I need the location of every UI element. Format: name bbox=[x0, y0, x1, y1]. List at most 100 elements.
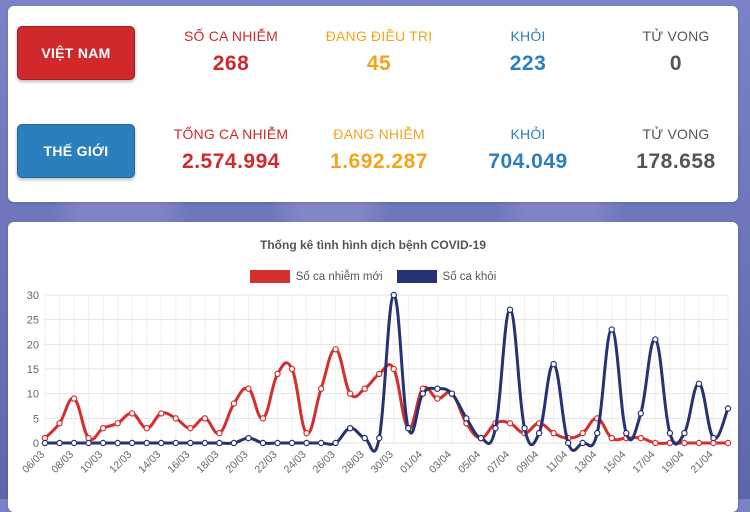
world-button[interactable]: THẾ GIỚI bbox=[17, 124, 135, 178]
legend-new-cases[interactable]: Số ca nhiễm mới bbox=[249, 270, 383, 283]
data-point-new-cases[interactable] bbox=[681, 439, 688, 447]
vietnam-button[interactable]: VIỆT NAM bbox=[17, 26, 135, 80]
data-point-recovered[interactable] bbox=[346, 424, 354, 432]
world-deaths-stat: TỬ VONG 178.658 bbox=[601, 126, 750, 174]
data-point-new-cases[interactable] bbox=[695, 439, 703, 447]
x-tick-label: 01/04 bbox=[398, 449, 425, 476]
data-point-recovered[interactable] bbox=[187, 439, 194, 447]
data-point-new-cases[interactable] bbox=[114, 420, 121, 427]
data-point-recovered[interactable] bbox=[128, 439, 136, 447]
data-point-new-cases[interactable] bbox=[579, 429, 586, 437]
data-point-recovered[interactable] bbox=[434, 385, 441, 392]
data-point-recovered[interactable] bbox=[259, 439, 267, 447]
data-point-new-cases[interactable] bbox=[434, 395, 441, 402]
data-point-new-cases[interactable] bbox=[506, 420, 514, 427]
data-point-new-cases[interactable] bbox=[652, 439, 659, 447]
data-point-new-cases[interactable] bbox=[245, 385, 252, 392]
data-point-new-cases[interactable] bbox=[70, 395, 78, 402]
data-point-recovered[interactable] bbox=[637, 410, 645, 417]
data-point-recovered[interactable] bbox=[666, 429, 674, 437]
data-point-new-cases[interactable] bbox=[274, 370, 281, 378]
legend-recovered[interactable]: Số ca khỏi bbox=[396, 270, 496, 283]
vn-infected-value: 268 bbox=[212, 52, 250, 75]
x-tick-label: 19/04 bbox=[659, 449, 686, 476]
data-point-new-cases[interactable] bbox=[637, 434, 645, 442]
data-point-recovered[interactable] bbox=[317, 439, 325, 447]
data-point-new-cases[interactable] bbox=[172, 415, 179, 422]
data-point-recovered[interactable] bbox=[521, 424, 528, 432]
data-point-recovered[interactable] bbox=[99, 439, 107, 447]
data-point-recovered[interactable] bbox=[245, 434, 252, 442]
data-point-recovered[interactable] bbox=[216, 439, 223, 447]
data-point-recovered[interactable] bbox=[550, 360, 557, 368]
vn-deaths-label: TỬ VONG bbox=[642, 28, 710, 44]
data-point-new-cases[interactable] bbox=[303, 429, 310, 437]
data-point-new-cases[interactable] bbox=[288, 365, 296, 373]
data-point-new-cases[interactable] bbox=[259, 415, 267, 422]
data-point-recovered[interactable] bbox=[535, 429, 543, 437]
data-point-recovered[interactable] bbox=[56, 439, 63, 447]
x-tick-label: 14/03 bbox=[136, 449, 163, 476]
data-point-recovered[interactable] bbox=[594, 429, 601, 437]
data-point-new-cases[interactable] bbox=[332, 346, 339, 353]
data-point-new-cases[interactable] bbox=[230, 400, 238, 407]
data-point-recovered[interactable] bbox=[710, 434, 717, 442]
data-point-new-cases[interactable] bbox=[666, 439, 674, 447]
data-point-recovered[interactable] bbox=[361, 434, 368, 442]
data-point-new-cases[interactable] bbox=[346, 390, 354, 397]
data-point-recovered[interactable] bbox=[724, 405, 732, 412]
data-point-recovered[interactable] bbox=[274, 439, 281, 447]
data-point-new-cases[interactable] bbox=[187, 424, 194, 432]
data-point-new-cases[interactable] bbox=[201, 415, 209, 422]
data-point-new-cases[interactable] bbox=[56, 420, 63, 427]
data-point-recovered[interactable] bbox=[564, 439, 572, 447]
data-point-new-cases[interactable] bbox=[361, 385, 368, 392]
vn-deaths-stat: TỬ VONG 0 bbox=[601, 28, 750, 76]
data-point-recovered[interactable] bbox=[230, 439, 238, 447]
data-point-recovered[interactable] bbox=[477, 434, 485, 442]
stats-panel: VIỆT NAM SỐ CA NHIỄM 268 ĐANG ĐIỀU TRỊ 4… bbox=[8, 6, 738, 202]
data-point-new-cases[interactable] bbox=[128, 410, 136, 417]
data-point-recovered[interactable] bbox=[158, 439, 165, 447]
data-point-recovered[interactable] bbox=[390, 291, 397, 299]
data-point-recovered[interactable] bbox=[463, 415, 470, 422]
data-point-recovered[interactable] bbox=[506, 306, 514, 314]
data-point-recovered[interactable] bbox=[448, 390, 456, 397]
data-point-recovered[interactable] bbox=[143, 439, 150, 447]
data-point-recovered[interactable] bbox=[623, 429, 630, 437]
data-point-recovered[interactable] bbox=[681, 429, 688, 437]
data-point-recovered[interactable] bbox=[303, 439, 310, 447]
data-point-recovered[interactable] bbox=[405, 424, 412, 432]
x-tick-label: 22/03 bbox=[253, 449, 280, 476]
x-tick-label: 21/04 bbox=[689, 449, 716, 476]
y-tick-label: 15 bbox=[27, 364, 39, 376]
world-row: THẾ GIỚI TỔNG CA NHIỄM 2.574.994 ĐANG NH… bbox=[8, 106, 738, 196]
data-point-recovered[interactable] bbox=[70, 439, 78, 447]
data-point-recovered[interactable] bbox=[41, 439, 49, 447]
world-infected-stat: TỔNG CA NHIỄM 2.574.994 bbox=[156, 126, 306, 174]
world-recovered-stat: KHỎI 704.049 bbox=[453, 126, 603, 174]
data-point-recovered[interactable] bbox=[579, 439, 586, 447]
data-point-new-cases[interactable] bbox=[724, 439, 732, 447]
data-point-recovered[interactable] bbox=[201, 439, 209, 447]
data-point-new-cases[interactable] bbox=[143, 424, 150, 432]
data-point-recovered[interactable] bbox=[114, 439, 121, 447]
data-point-recovered[interactable] bbox=[376, 434, 383, 442]
data-point-new-cases[interactable] bbox=[317, 385, 325, 392]
data-point-new-cases[interactable] bbox=[158, 410, 165, 417]
data-point-recovered[interactable] bbox=[492, 424, 499, 432]
data-point-recovered[interactable] bbox=[172, 439, 179, 447]
data-point-recovered[interactable] bbox=[695, 380, 703, 387]
data-point-new-cases[interactable] bbox=[216, 429, 223, 437]
data-point-new-cases[interactable] bbox=[550, 429, 557, 437]
data-point-new-cases[interactable] bbox=[608, 434, 615, 442]
data-point-recovered[interactable] bbox=[288, 439, 296, 447]
data-point-recovered[interactable] bbox=[419, 390, 427, 397]
data-point-recovered[interactable] bbox=[652, 336, 659, 343]
data-point-recovered[interactable] bbox=[85, 439, 92, 447]
data-point-new-cases[interactable] bbox=[376, 370, 383, 378]
data-point-new-cases[interactable] bbox=[99, 424, 107, 432]
data-point-recovered[interactable] bbox=[608, 326, 615, 333]
data-point-new-cases[interactable] bbox=[390, 365, 397, 373]
data-point-recovered[interactable] bbox=[332, 439, 339, 447]
